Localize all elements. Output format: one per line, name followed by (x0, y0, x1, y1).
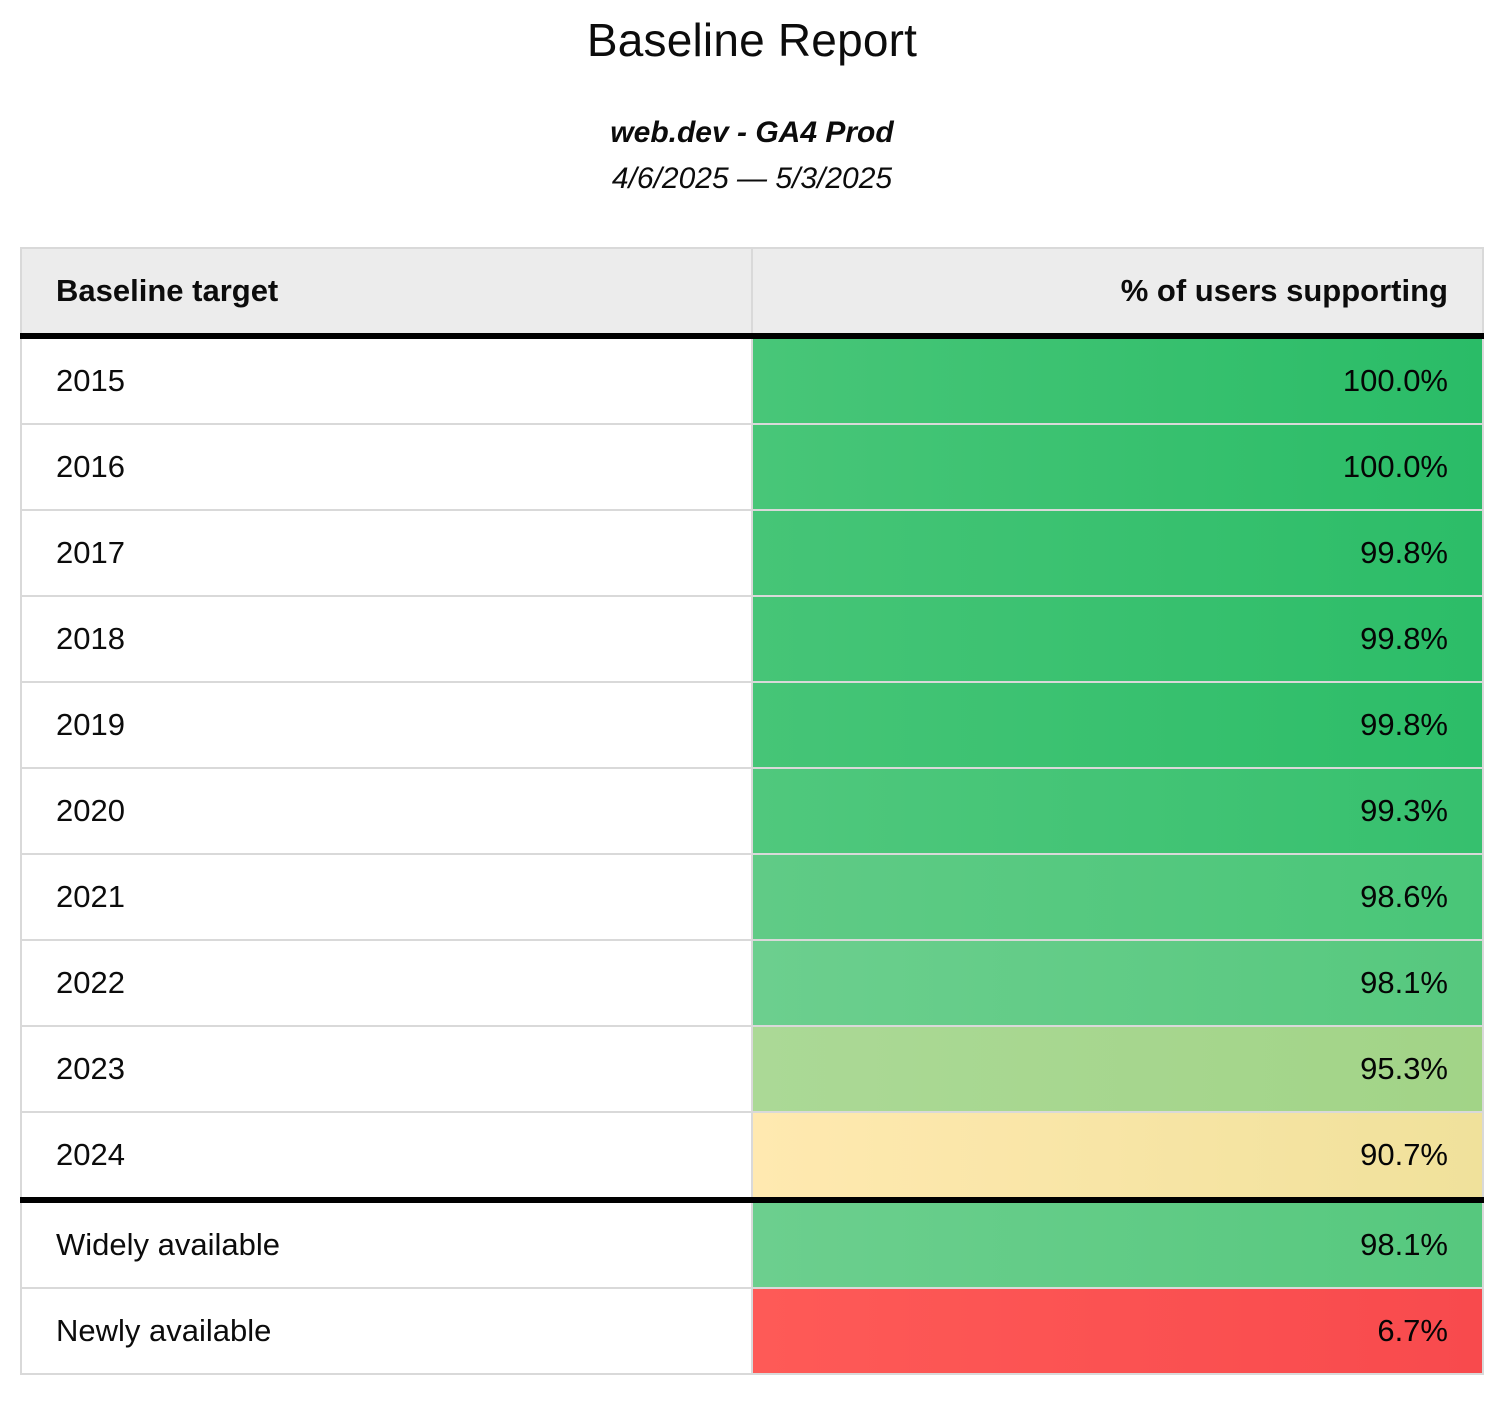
report-subtitle: web.dev - GA4 Prod (610, 115, 894, 149)
support-percent-cell: 99.8% (751, 594, 1484, 683)
table-row: 2016 100.0% (20, 422, 1484, 511)
baseline-target-cell: 2020 (20, 766, 753, 855)
support-percent-cell: 100.0% (751, 334, 1484, 425)
table-row: 2015 100.0% (20, 334, 1484, 425)
table-row: 2024 90.7% (20, 1110, 1484, 1201)
support-percent-cell: 90.7% (751, 1110, 1484, 1201)
table-row: 2021 98.6% (20, 852, 1484, 941)
baseline-target-cell: 2021 (20, 852, 753, 941)
support-percent-cell: 95.3% (751, 1024, 1484, 1113)
table-header-row: Baseline target % of users supporting (20, 246, 1484, 339)
baseline-target-cell: Newly available (20, 1286, 753, 1375)
baseline-target-cell: 2015 (20, 334, 753, 425)
column-header-percent-supporting: % of users supporting (751, 246, 1484, 339)
support-percent-cell: 98.1% (751, 1196, 1484, 1289)
baseline-target-cell: 2023 (20, 1024, 753, 1113)
page-title: Baseline Report (586, 14, 918, 66)
support-percent-cell: 98.1% (751, 938, 1484, 1027)
table-row: Newly available 6.7% (20, 1286, 1484, 1375)
support-percent-cell: 99.8% (751, 680, 1484, 769)
baseline-target-cell: Widely available (20, 1196, 753, 1289)
baseline-target-cell: 2019 (20, 680, 753, 769)
baseline-target-cell: 2022 (20, 938, 753, 1027)
support-percent-cell: 98.6% (751, 852, 1484, 941)
baseline-target-cell: 2017 (20, 508, 753, 597)
table-row: 2023 95.3% (20, 1024, 1484, 1113)
table-row: 2019 99.8% (20, 680, 1484, 769)
support-percent-cell: 100.0% (751, 422, 1484, 511)
report-date-range: 4/6/2025 — 5/3/2025 (611, 161, 893, 195)
support-percent-cell: 6.7% (751, 1286, 1484, 1375)
table-row: 2018 99.8% (20, 594, 1484, 683)
baseline-target-cell: 2016 (20, 422, 753, 511)
table-row: 2020 99.3% (20, 766, 1484, 855)
baseline-table: Baseline target % of users supporting 20… (20, 246, 1484, 1375)
table-body: 2015 100.0% 2016 100.0% 2017 99.8% 2018 … (20, 334, 1484, 1375)
support-percent-cell: 99.8% (751, 508, 1484, 597)
baseline-target-cell: 2024 (20, 1110, 753, 1201)
table-row: Widely available 98.1% (20, 1196, 1484, 1289)
support-percent-cell: 99.3% (751, 766, 1484, 855)
baseline-target-cell: 2018 (20, 594, 753, 683)
column-header-baseline-target: Baseline target (20, 246, 753, 339)
table-row: 2017 99.8% (20, 508, 1484, 597)
table-row: 2022 98.1% (20, 938, 1484, 1027)
baseline-report-page: Baseline Report web.dev - GA4 Prod 4/6/2… (20, 14, 1484, 1375)
table-header: Baseline target % of users supporting (20, 246, 1484, 339)
